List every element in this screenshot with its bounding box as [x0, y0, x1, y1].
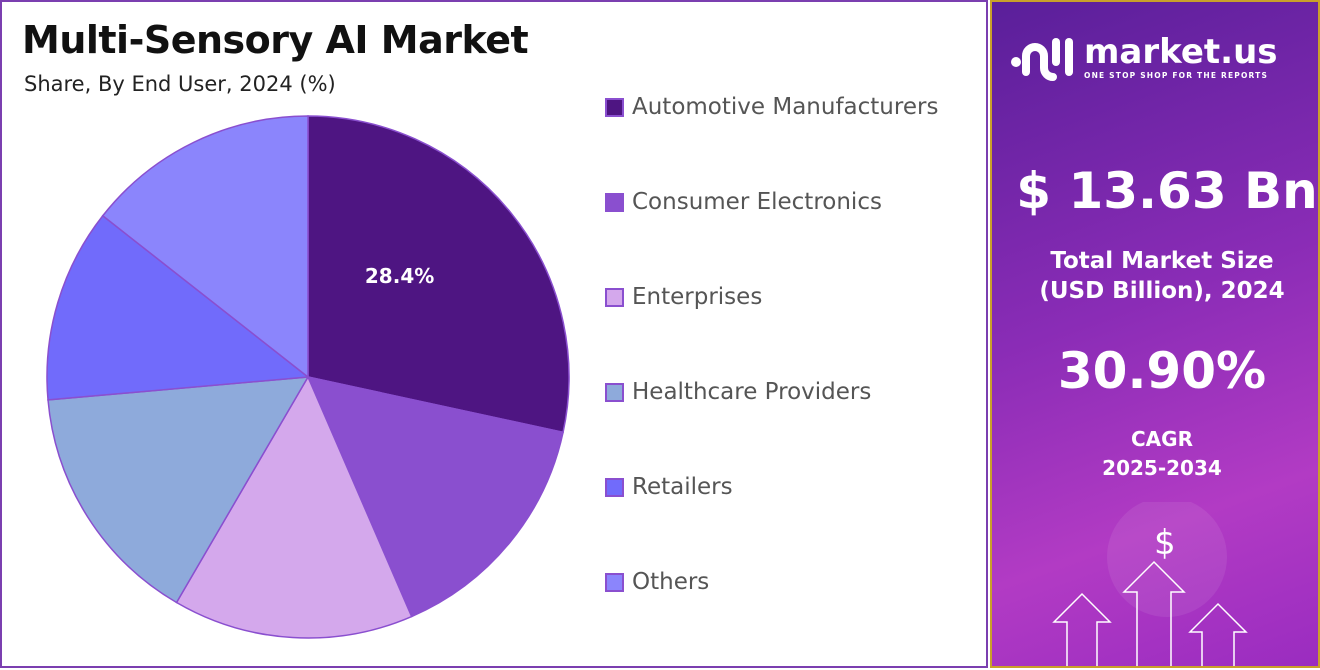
legend-item: Others [605, 569, 709, 595]
market-size-label-line2: (USD Billion), 2024 [1039, 278, 1285, 304]
legend-swatch [605, 192, 624, 212]
legend-label: Others [632, 569, 710, 595]
legend-label: Consumer Electronics [632, 189, 882, 215]
legend-label: Healthcare Providers [632, 379, 872, 405]
brand-name: market.us [1084, 31, 1278, 72]
legend-item: Enterprises [605, 284, 762, 310]
legend-label: Automotive Manufacturers [632, 94, 939, 120]
chart-title: Multi-Sensory AI Market [22, 18, 529, 62]
brand-tagline: ONE STOP SHOP FOR THE REPORTS [1084, 70, 1269, 80]
legend-item: Consumer Electronics [605, 189, 882, 215]
legend-swatch [605, 477, 624, 497]
data-label: 28.4% [365, 264, 434, 288]
cagr-label: CAGR 2025-2034 [992, 425, 1318, 483]
pie-slice-retailers [46, 214, 310, 401]
chart-panel: Multi-Sensory AI Market Share, By End Us… [0, 0, 988, 668]
legend-label: Enterprises [632, 284, 763, 310]
dollar-sign: $ [1154, 523, 1176, 563]
market-us-logo-icon [1011, 38, 1073, 81]
market-size-label: Total Market Size (USD Billion), 2024 [992, 246, 1318, 306]
summary-panel: market.us ONE STOP SHOP FOR THE REPORTS … [990, 0, 1320, 668]
legend-item: Retailers [605, 474, 733, 500]
pie-slice-automotive-manufacturers [307, 115, 570, 434]
pie-slice-healthcare-providers [47, 376, 310, 604]
legend-label: Retailers [632, 474, 733, 500]
legend-item: Automotive Manufacturers [605, 94, 938, 120]
cagr-label-line1: CAGR [1131, 427, 1193, 451]
cagr-value: 30.90% [1057, 342, 1267, 400]
legend-swatch [605, 287, 624, 307]
pie-chart: 28.4% [46, 115, 570, 639]
cagr-label-line2: 2025-2034 [1102, 456, 1222, 480]
legend-swatch [605, 572, 624, 592]
pie-slice-others [101, 115, 309, 379]
legend-swatch [605, 97, 624, 117]
market-size-value: $ 13.63 Bn [1016, 162, 1318, 220]
pie-slice-consumer-electronics [306, 375, 564, 618]
brand-logo: market.us ONE STOP SHOP FOR THE REPORTS [1010, 32, 1278, 82]
market-size-label-line1: Total Market Size [1050, 248, 1274, 274]
growth-arrows-icon: $ [1052, 502, 1248, 666]
chart-subtitle: Share, By End User, 2024 (%) [24, 72, 336, 96]
legend-swatch [605, 382, 624, 402]
pie-slice-enterprises [175, 375, 413, 639]
legend-item: Healthcare Providers [605, 379, 871, 405]
